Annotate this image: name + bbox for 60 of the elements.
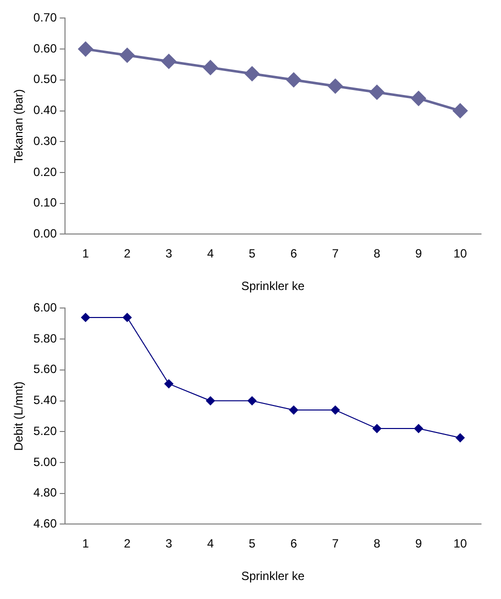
x-tick-label: 1 <box>82 536 90 551</box>
y-tick-label: 0.10 <box>33 196 58 210</box>
point <box>122 312 132 322</box>
point <box>120 48 134 62</box>
point <box>286 72 301 88</box>
point <box>164 379 174 388</box>
point <box>78 42 93 56</box>
y-tick-label: 6.00 <box>33 300 58 315</box>
y-tick-label: 0.60 <box>33 41 58 56</box>
x-tick-label: 5 <box>248 536 256 551</box>
x-tick-label: 7 <box>332 536 339 551</box>
x-tick-label: 8 <box>374 246 381 261</box>
x-tick-label: 6 <box>290 536 298 551</box>
y-tick-label: 5.80 <box>33 331 58 346</box>
x-axis-title: Sprinkler ke <box>241 569 305 584</box>
x-tick-label: 4 <box>207 536 214 551</box>
point <box>372 424 382 434</box>
y-tick-label: 4.80 <box>33 486 58 500</box>
point <box>456 433 465 442</box>
point <box>244 66 260 81</box>
point <box>289 406 298 415</box>
y-tick-label: 0.20 <box>33 164 58 179</box>
y-tick-label: 0.40 <box>33 103 58 118</box>
point <box>248 396 257 406</box>
y-axis-title: Debit (L/mnt) <box>12 382 26 451</box>
point <box>370 85 384 100</box>
point <box>162 54 176 69</box>
point <box>452 104 468 118</box>
y-tick-label: 5.60 <box>33 362 58 376</box>
x-tick-label: 3 <box>165 246 172 261</box>
y-axis-title: Tekanan (bar) <box>12 89 26 164</box>
point <box>330 406 340 415</box>
y-tick-label: 0.50 <box>33 72 58 86</box>
x-tick-label: 10 <box>454 536 468 551</box>
point <box>203 60 218 75</box>
x-tick-label: 9 <box>415 536 422 551</box>
y-tick-label: 5.00 <box>33 454 58 469</box>
point <box>411 91 426 106</box>
y-tick-label: 4.60 <box>33 516 58 531</box>
y-tick-label: 0.30 <box>33 134 58 148</box>
point <box>81 312 90 322</box>
point <box>328 78 343 94</box>
y-tick-label: 0.70 <box>33 10 58 25</box>
x-tick-label: 1 <box>82 246 90 261</box>
x-tick-label: 4 <box>207 246 214 261</box>
x-tick-label: 2 <box>124 536 131 551</box>
y-tick-label: 0.00 <box>33 226 58 241</box>
x-axis-title: Sprinkler ke <box>241 279 305 294</box>
y-tick-label: 5.40 <box>33 393 58 408</box>
y-tick-label: 5.20 <box>33 424 58 438</box>
x-tick-label: 5 <box>248 246 256 261</box>
point <box>206 396 215 406</box>
x-tick-label: 6 <box>290 246 298 261</box>
x-tick-label: 10 <box>454 246 468 261</box>
x-tick-label: 3 <box>165 536 172 551</box>
x-tick-label: 8 <box>374 536 381 551</box>
x-tick-label: 2 <box>124 246 131 261</box>
x-tick-label: 9 <box>415 246 422 261</box>
point <box>414 424 424 434</box>
x-tick-label: 7 <box>332 246 339 261</box>
